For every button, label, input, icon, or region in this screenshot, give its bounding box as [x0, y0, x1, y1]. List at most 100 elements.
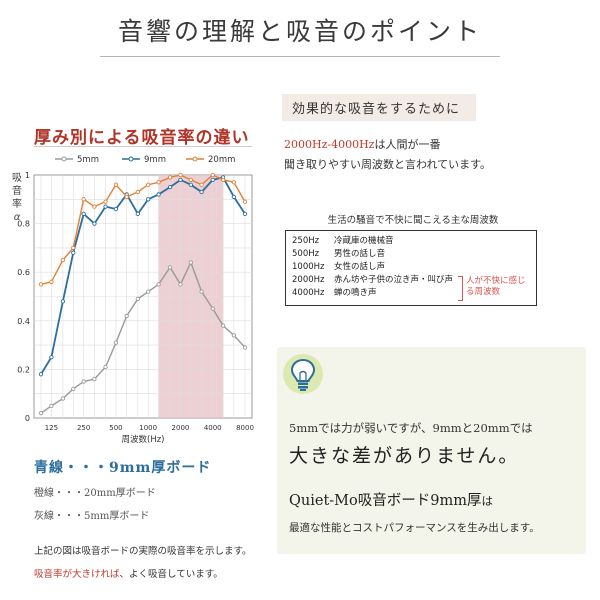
noise-hz: 1000Hz	[292, 262, 325, 272]
data-point-5mm	[135, 296, 140, 302]
data-point-9mm	[103, 204, 108, 209]
data-point-5mm	[103, 364, 108, 370]
chart-note-2-rest: 、よく吸音しています。	[119, 569, 223, 580]
data-point-9mm	[71, 250, 76, 255]
legend-label-9mm: 9mm	[144, 155, 166, 165]
noise-hz: 500Hz	[292, 249, 320, 259]
noise-row: 500Hz 男性の話し音	[292, 248, 530, 261]
title-divider	[100, 56, 500, 57]
legend-marker-20mm	[192, 156, 198, 162]
data-point-9mm	[113, 206, 119, 212]
noise-row: 250Hz 冷蔵庫の機械音	[292, 235, 530, 248]
data-point-20mm	[220, 177, 226, 183]
data-point-9mm	[49, 355, 54, 360]
x-tick-label: 8000	[236, 424, 254, 432]
data-point-5mm	[167, 265, 173, 270]
data-point-20mm	[167, 175, 173, 180]
data-point-20mm	[146, 182, 151, 187]
data-point-20mm	[92, 204, 97, 209]
data-point-9mm	[188, 182, 194, 187]
data-point-20mm	[71, 245, 76, 251]
legend-orange-text: 橙線・・・20mm厚ボード	[34, 488, 156, 499]
data-point-20mm	[38, 282, 44, 287]
y-tick-label: 0.2	[17, 365, 30, 374]
data-point-9mm	[92, 221, 97, 226]
chart-note-2-red: 吸音率が大きければ	[34, 569, 120, 580]
frequency-text-2: 聞き取りやすい周波数と言われています。	[284, 158, 492, 171]
x-tick-label: 250	[77, 424, 90, 432]
data-point-20mm	[113, 182, 119, 187]
data-point-20mm	[135, 189, 140, 195]
x-tick-label: 4000	[204, 424, 222, 432]
noise-hz: 250Hz	[292, 236, 320, 246]
info-line-3-small: は	[481, 494, 493, 508]
legend-gray-text: 灰線・・・5mm厚ボード	[34, 511, 150, 522]
data-point-9mm	[81, 211, 86, 217]
noise-bracket	[458, 276, 463, 301]
info-line-3: Quiet-Mo吸音ボード9mm厚は	[289, 489, 493, 510]
data-point-20mm	[231, 180, 237, 185]
data-point-5mm	[231, 333, 237, 338]
data-point-5mm	[124, 313, 129, 319]
chart-heading-divider	[34, 146, 252, 147]
data-point-9mm	[242, 211, 248, 217]
info-line-3-main: Quiet-Mo吸音ボード9mm厚	[289, 493, 482, 509]
data-point-5mm	[92, 376, 97, 382]
data-point-5mm	[210, 306, 215, 311]
data-point-5mm	[156, 282, 161, 287]
noise-row: 2000Hz 赤ん坊や子供の泣き声・叫び声	[292, 274, 530, 287]
legend-blue-text: 青線・・・9mm厚ボード	[34, 460, 212, 476]
y-tick-label: 0.6	[17, 268, 30, 277]
data-point-9mm	[167, 185, 173, 190]
absorption-chart: 0 0.2 0.4 0.6 0.8 1 125 250 500 1000 2000 4000 8000 周…	[17, 155, 254, 445]
x-tick-label: 1000	[139, 424, 157, 432]
y-axis-label: 吸 音 率 α	[4, 172, 30, 224]
data-point-5mm	[38, 410, 44, 416]
legend-marker-9mm	[128, 156, 134, 162]
noise-row: 4000Hz 蝉の鳴き声	[292, 287, 530, 300]
data-point-9mm	[146, 197, 151, 202]
data-point-5mm	[178, 282, 183, 287]
data-point-20mm	[242, 199, 248, 204]
y-axis-label-char: 音	[12, 186, 22, 197]
chart-note-1: 上記の図は吸音ボードの実際の吸音率を示します。	[34, 546, 252, 557]
series-line-9mm	[40, 176, 246, 375]
data-point-5mm	[71, 386, 76, 391]
y-tick-label: 0	[25, 414, 30, 423]
x-tick-label: 500	[109, 424, 122, 432]
legend-label-5mm: 5mm	[77, 155, 99, 165]
lightbulb-icon	[290, 358, 316, 391]
noise-row: 1000Hz 女性の話し声	[292, 261, 530, 274]
y-tick-label: 0.8	[17, 220, 30, 229]
data-point-20mm	[103, 199, 108, 204]
data-point-5mm	[81, 379, 86, 384]
noise-label: 女性の話し声	[334, 262, 386, 272]
info-box	[277, 347, 586, 554]
data-point-5mm	[146, 289, 151, 294]
noise-label: 蝉の鳴き声	[334, 288, 377, 298]
legend-marker-5mm	[61, 156, 67, 162]
data-point-9mm	[135, 211, 140, 217]
data-point-20mm	[124, 194, 129, 200]
info-line-4: 最適な性能とコストパフォーマンスを生み出します。	[289, 522, 540, 534]
data-point-20mm	[210, 172, 215, 178]
frequency-text-1: 2000Hz-4000Hzは人間が一番	[284, 136, 440, 152]
data-point-5mm	[242, 345, 248, 350]
y-axis-label-char: α	[13, 212, 21, 223]
noise-label: 冷蔵庫の機械音	[334, 236, 394, 246]
noise-table-title: 生活の騒音で不快に聞こえる主な周波数	[327, 215, 499, 226]
noise-table: 250Hz 冷蔵庫の機械音 500Hz 男性の話し音 1000Hz 女性の話し声 20…	[285, 230, 537, 306]
data-point-20mm	[156, 180, 161, 185]
chart-heading: 厚み別による吸音率の違い	[34, 128, 250, 148]
y-tick-label: 0.4	[17, 317, 30, 326]
noise-label: 男性の話し音	[334, 249, 386, 259]
data-point-5mm	[49, 403, 54, 409]
data-point-9mm	[156, 192, 161, 197]
info-line-1: 5mmでは力が弱いですが、9mmと20mmでは	[289, 421, 533, 435]
data-point-20mm	[60, 257, 66, 263]
y-axis-label-char: 吸	[12, 173, 22, 184]
frequency-text-rest: は人間が一番	[374, 138, 441, 151]
noise-note-line: る周波数	[466, 287, 501, 297]
info-line-2: 大きな差がありません。	[289, 445, 520, 467]
data-point-9mm	[60, 299, 66, 304]
